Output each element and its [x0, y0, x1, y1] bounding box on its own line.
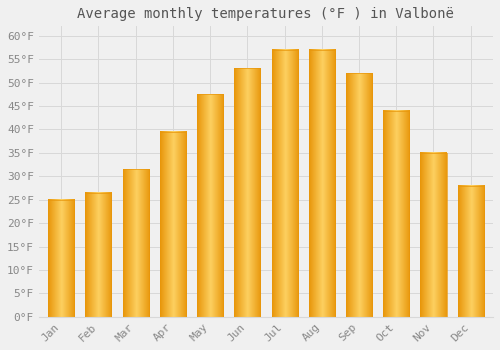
Title: Average monthly temperatures (°F ) in Valbonë: Average monthly temperatures (°F ) in Va… — [78, 7, 454, 21]
